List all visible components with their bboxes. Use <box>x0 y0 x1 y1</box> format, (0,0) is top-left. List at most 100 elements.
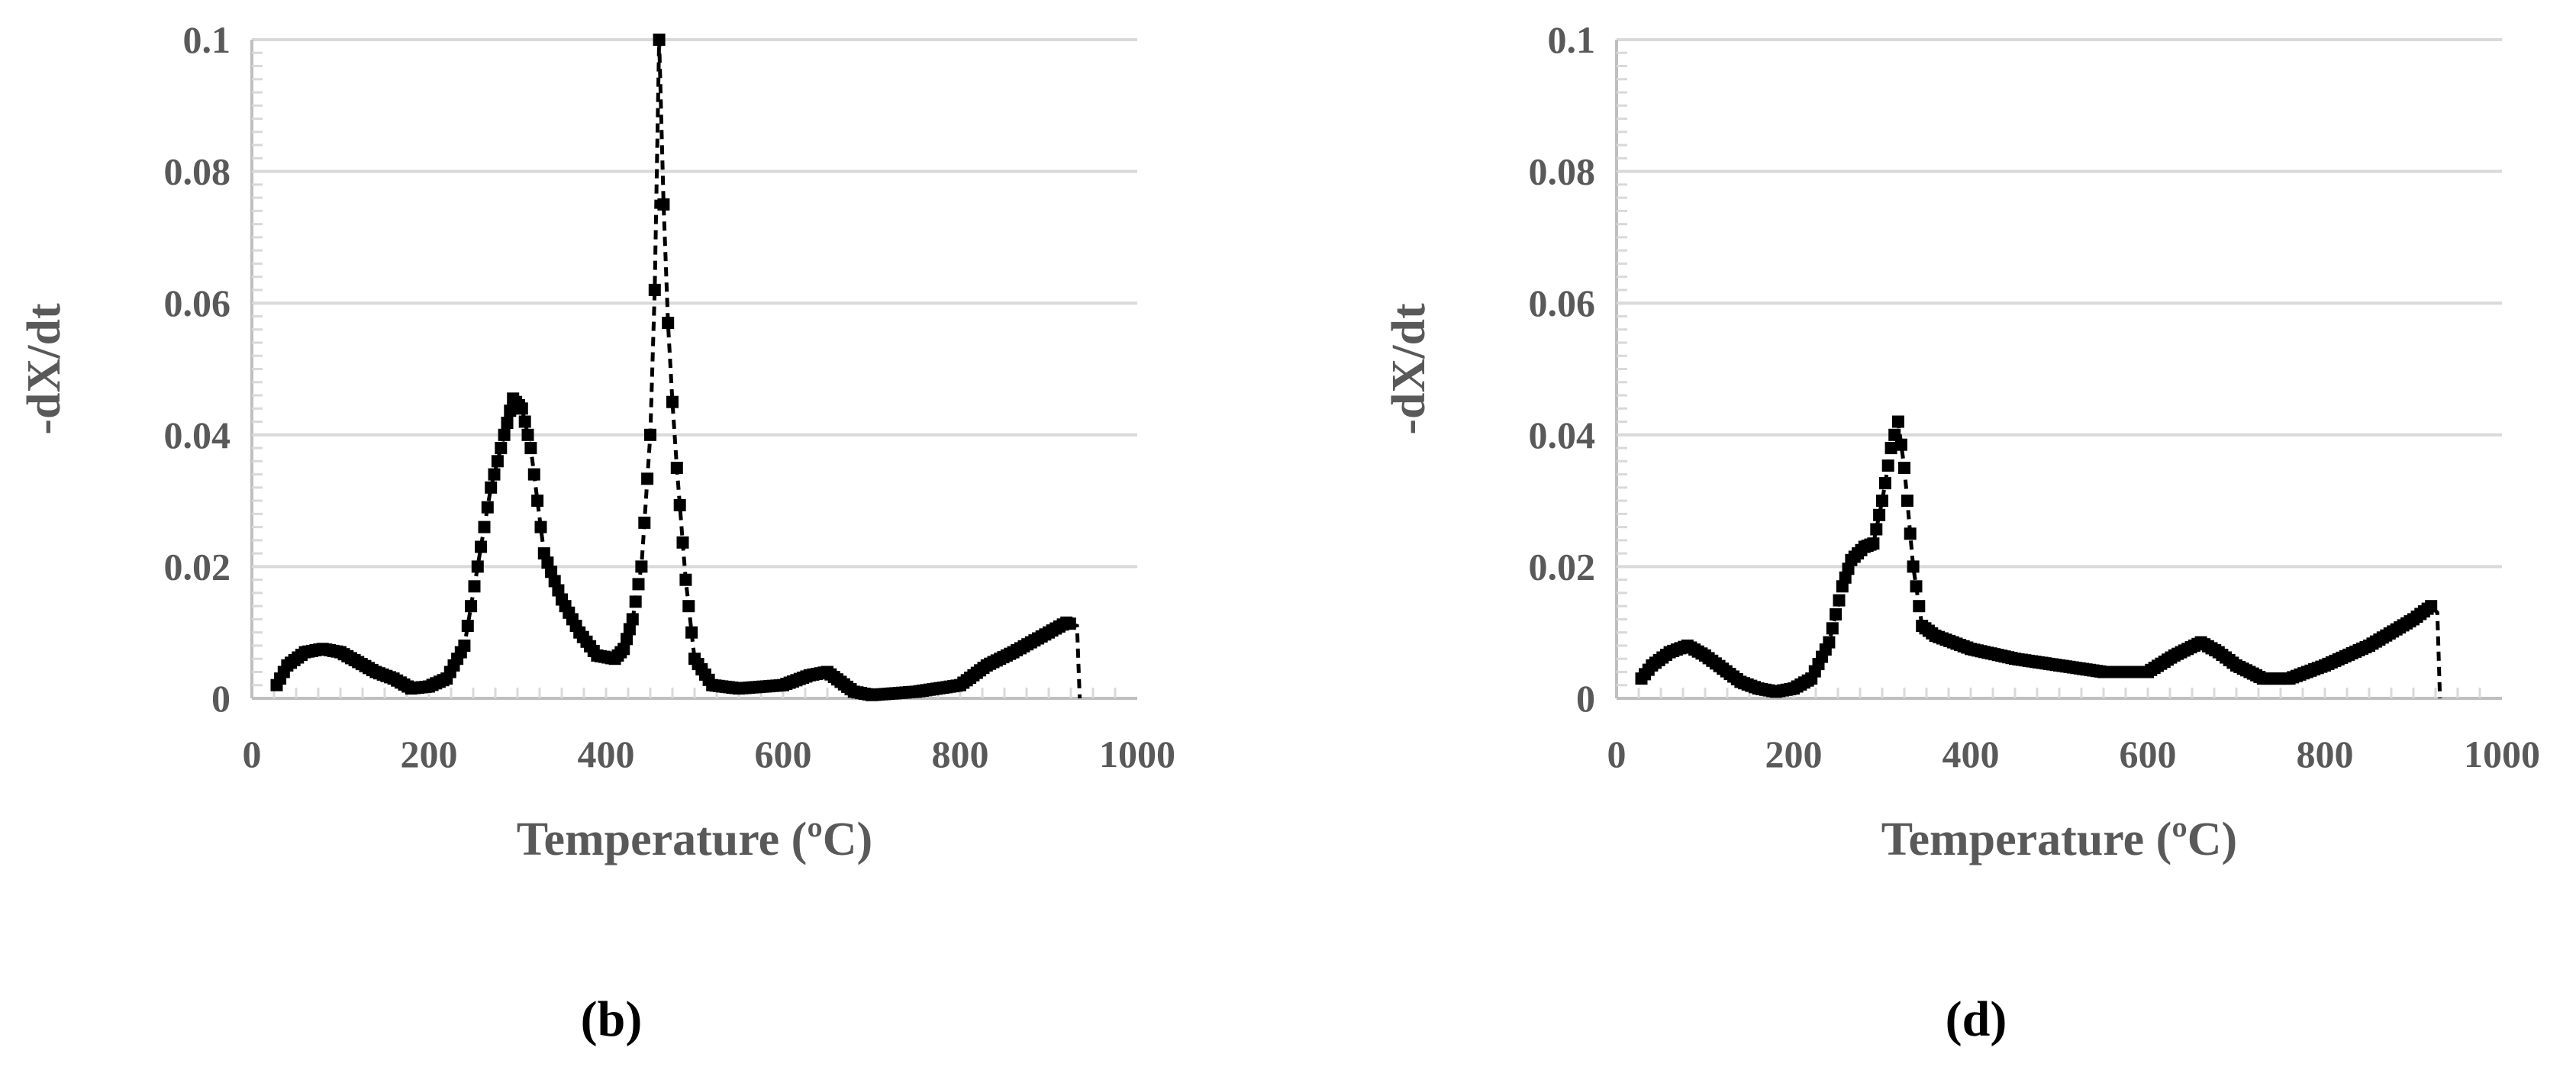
data-point <box>2425 600 2438 613</box>
data-point <box>1904 527 1917 540</box>
data-point <box>491 455 504 468</box>
chart-d: 0 0.02 0.04 0.06 0.08 0.1 0 200 400 600 800 1000 Tem… <box>1383 18 2540 865</box>
data-point <box>501 417 514 429</box>
data-point <box>1876 495 1888 508</box>
data-point <box>475 540 488 553</box>
x-tick-label: 800 <box>2297 733 2354 775</box>
y-tick-label: 0.06 <box>164 282 231 324</box>
data-point <box>1894 438 1907 451</box>
data-point <box>1901 495 1913 508</box>
data-point <box>679 573 692 586</box>
data-point <box>524 442 537 455</box>
data-point <box>1888 428 1901 441</box>
data-point <box>1913 600 1926 613</box>
data-point <box>632 578 645 591</box>
data-point <box>541 556 554 569</box>
y-tick-label: 0.1 <box>1548 18 1596 61</box>
data-point <box>527 468 540 481</box>
x-tick-label: 0 <box>243 733 262 775</box>
data-point <box>1891 415 1904 428</box>
chart-panel-d: 0 0.02 0.04 0.06 0.08 0.1 0 200 400 600 800 1000 Tem… <box>1365 0 2576 1070</box>
data-point <box>629 595 642 608</box>
data-point <box>666 395 679 408</box>
y-tick-label: 0 <box>1576 677 1595 720</box>
data-point <box>488 468 501 481</box>
x-tick-label: 400 <box>578 733 635 775</box>
y-tick-label: 0.1 <box>183 18 231 61</box>
data-point <box>1830 608 1843 620</box>
chart-panel-b: 0 0.02 0.04 0.06 0.08 0.1 0 200 400 600 800 1000 Tem… <box>18 18 1175 1047</box>
data-point <box>461 620 474 633</box>
x-tick-label: 800 <box>932 733 989 775</box>
series-line <box>275 39 1082 699</box>
y-tick-label: 0.08 <box>164 150 231 193</box>
data-point <box>531 495 544 508</box>
data-point <box>1063 617 1076 630</box>
data-point <box>537 547 550 560</box>
data-point <box>670 462 683 474</box>
series-markers <box>1635 415 2438 698</box>
data-point <box>657 198 670 211</box>
data-point <box>458 640 471 652</box>
data-point <box>638 516 651 529</box>
x-tick-label: 1000 <box>2464 733 2540 775</box>
y-tick-label: 0 <box>211 677 231 720</box>
data-point <box>1878 477 1891 490</box>
y-tick-label: 0.04 <box>1529 414 1596 456</box>
data-point <box>635 560 648 573</box>
data-point <box>548 575 561 588</box>
data-point <box>673 498 686 511</box>
data-point <box>485 481 498 494</box>
data-point <box>1910 580 1923 593</box>
data-point <box>471 560 484 573</box>
data-point <box>1881 459 1894 472</box>
x-axis-title: Temperature (ºC) <box>1881 814 2237 865</box>
data-point <box>1867 537 1880 550</box>
data-point <box>653 34 666 46</box>
data-point <box>662 317 675 330</box>
data-point <box>478 520 491 533</box>
data-point <box>682 600 695 613</box>
data-point <box>481 501 494 514</box>
data-point <box>617 643 630 656</box>
data-point <box>495 442 508 455</box>
data-point <box>534 520 547 533</box>
data-point <box>1898 462 1910 474</box>
chart-b: 0 0.02 0.04 0.06 0.08 0.1 0 200 400 600 800 1000 Tem… <box>18 18 1175 865</box>
y-tick-label: 0.06 <box>1529 282 1596 324</box>
data-point <box>626 613 639 626</box>
y-tick-label: 0.02 <box>164 545 231 588</box>
x-tick-label: 200 <box>1765 733 1823 775</box>
data-point <box>521 428 534 441</box>
data-point <box>676 536 689 549</box>
series-markers <box>270 34 1076 701</box>
data-point <box>515 402 528 415</box>
panel-caption-d: (d) <box>1945 991 2007 1047</box>
data-point <box>685 626 698 639</box>
data-point <box>1884 442 1897 455</box>
y-tick-label: 0.04 <box>164 414 231 456</box>
x-tick-label: 600 <box>2120 733 2177 775</box>
data-point <box>644 428 656 441</box>
y-tick-label: 0.02 <box>1529 545 1596 588</box>
data-point <box>545 566 558 579</box>
data-point <box>648 283 661 296</box>
data-point <box>621 633 634 646</box>
x-tick-label: 1000 <box>1099 733 1175 775</box>
data-point <box>468 580 481 593</box>
y-tick-label: 0.08 <box>1529 150 1596 193</box>
x-axis-title: Temperature (ºC) <box>517 814 872 865</box>
data-point <box>1826 622 1839 635</box>
data-point <box>518 415 531 428</box>
x-tick-label: 600 <box>755 733 812 775</box>
data-point <box>498 428 511 441</box>
data-point <box>623 623 636 636</box>
panel-caption-b: (b) <box>580 991 643 1047</box>
data-point <box>1833 594 1846 607</box>
data-point <box>1873 508 1886 521</box>
data-point <box>1823 636 1836 649</box>
data-point <box>465 600 478 613</box>
x-tick-label: 200 <box>401 733 458 775</box>
data-point <box>641 472 654 485</box>
